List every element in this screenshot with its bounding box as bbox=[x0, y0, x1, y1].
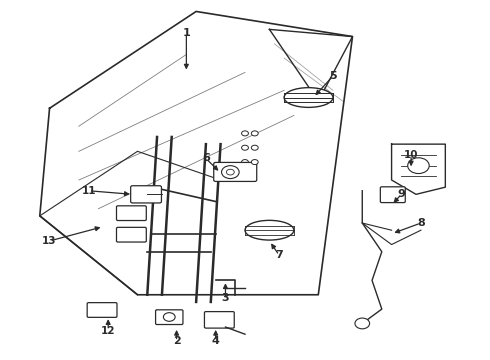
Ellipse shape bbox=[245, 220, 294, 240]
Circle shape bbox=[242, 159, 248, 165]
Circle shape bbox=[408, 158, 429, 174]
Text: 5: 5 bbox=[329, 71, 337, 81]
FancyBboxPatch shape bbox=[87, 303, 117, 318]
Circle shape bbox=[221, 166, 239, 179]
Text: 10: 10 bbox=[404, 150, 418, 160]
Polygon shape bbox=[392, 144, 445, 194]
FancyBboxPatch shape bbox=[131, 186, 161, 203]
Circle shape bbox=[355, 318, 369, 329]
Circle shape bbox=[251, 145, 258, 150]
Text: 4: 4 bbox=[212, 336, 220, 346]
Text: 8: 8 bbox=[417, 218, 425, 228]
FancyBboxPatch shape bbox=[214, 162, 257, 181]
FancyBboxPatch shape bbox=[156, 310, 183, 324]
Text: 6: 6 bbox=[202, 153, 210, 163]
Text: 7: 7 bbox=[275, 250, 283, 260]
FancyBboxPatch shape bbox=[117, 227, 147, 242]
Circle shape bbox=[242, 145, 248, 150]
FancyBboxPatch shape bbox=[380, 187, 405, 203]
Text: 3: 3 bbox=[221, 293, 229, 303]
Ellipse shape bbox=[284, 87, 333, 107]
Text: 12: 12 bbox=[101, 325, 116, 336]
Circle shape bbox=[251, 159, 258, 165]
Text: 9: 9 bbox=[397, 189, 405, 199]
FancyBboxPatch shape bbox=[204, 312, 234, 328]
Text: 2: 2 bbox=[172, 336, 180, 346]
Circle shape bbox=[163, 313, 175, 321]
Circle shape bbox=[242, 131, 248, 136]
Text: 1: 1 bbox=[182, 28, 190, 38]
FancyBboxPatch shape bbox=[117, 206, 147, 221]
Text: 13: 13 bbox=[42, 236, 57, 246]
Text: 11: 11 bbox=[81, 186, 96, 196]
Circle shape bbox=[226, 169, 234, 175]
Circle shape bbox=[251, 131, 258, 136]
